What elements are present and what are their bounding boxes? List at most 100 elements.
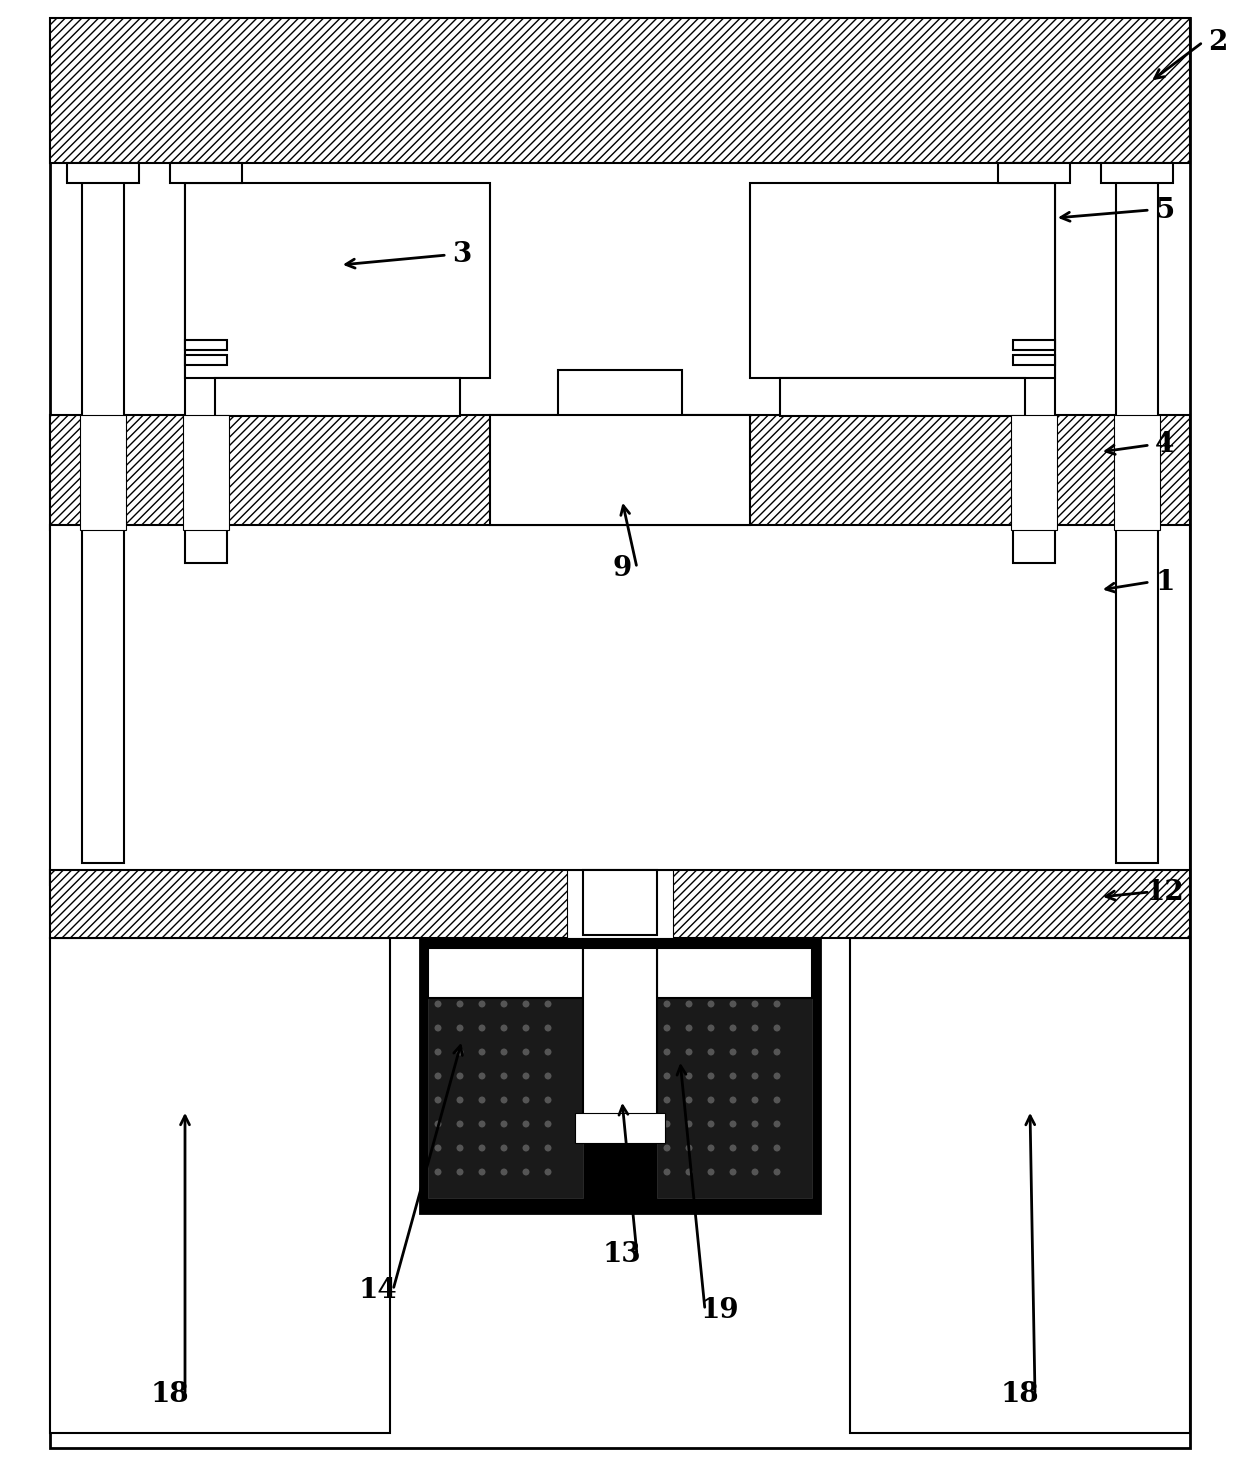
Bar xyxy=(657,949,812,999)
Bar xyxy=(50,415,1190,530)
Circle shape xyxy=(708,1096,714,1103)
Text: 1: 1 xyxy=(1156,569,1174,595)
Bar xyxy=(567,871,673,938)
Circle shape xyxy=(456,1145,464,1152)
Circle shape xyxy=(434,1025,441,1031)
Circle shape xyxy=(456,1049,464,1056)
Circle shape xyxy=(522,1049,529,1056)
Circle shape xyxy=(751,1168,759,1175)
Bar xyxy=(1114,415,1159,530)
Circle shape xyxy=(663,1145,671,1152)
Circle shape xyxy=(729,1168,737,1175)
Circle shape xyxy=(479,1121,486,1127)
Circle shape xyxy=(456,1168,464,1175)
Bar xyxy=(184,415,229,530)
Circle shape xyxy=(544,1168,552,1175)
Circle shape xyxy=(751,1000,759,1008)
Circle shape xyxy=(522,1025,529,1031)
Text: 18: 18 xyxy=(151,1382,190,1408)
Bar xyxy=(1101,164,1173,183)
Circle shape xyxy=(501,1025,507,1031)
Text: 2: 2 xyxy=(1208,28,1228,56)
Circle shape xyxy=(774,1025,780,1031)
Circle shape xyxy=(544,1025,552,1031)
Bar xyxy=(50,871,1190,938)
Bar xyxy=(558,370,682,420)
Circle shape xyxy=(686,1168,692,1175)
Circle shape xyxy=(522,1096,529,1103)
Circle shape xyxy=(708,1168,714,1175)
Circle shape xyxy=(751,1025,759,1031)
Circle shape xyxy=(708,1025,714,1031)
Circle shape xyxy=(434,1145,441,1152)
Circle shape xyxy=(774,1072,780,1080)
Circle shape xyxy=(456,1121,464,1127)
Circle shape xyxy=(456,1000,464,1008)
Text: 14: 14 xyxy=(358,1277,397,1304)
Circle shape xyxy=(686,1072,692,1080)
Circle shape xyxy=(663,1072,671,1080)
Bar xyxy=(428,949,583,999)
Circle shape xyxy=(663,1096,671,1103)
Circle shape xyxy=(708,1049,714,1056)
Circle shape xyxy=(663,1025,671,1031)
Circle shape xyxy=(479,1168,486,1175)
Bar xyxy=(50,524,1190,885)
Bar xyxy=(215,379,460,415)
Circle shape xyxy=(751,1121,759,1127)
Circle shape xyxy=(522,1000,529,1008)
Text: 3: 3 xyxy=(453,242,471,268)
Text: 5: 5 xyxy=(1156,196,1174,224)
Circle shape xyxy=(544,1000,552,1008)
Bar xyxy=(1116,164,1158,863)
Circle shape xyxy=(708,1145,714,1152)
Bar xyxy=(50,938,391,1433)
Circle shape xyxy=(456,1096,464,1103)
Circle shape xyxy=(501,1072,507,1080)
Circle shape xyxy=(751,1049,759,1056)
Bar xyxy=(185,183,490,379)
Bar xyxy=(50,18,1190,164)
Circle shape xyxy=(729,1145,737,1152)
Bar xyxy=(583,949,657,1143)
Bar xyxy=(849,938,1190,1433)
Circle shape xyxy=(501,1000,507,1008)
Circle shape xyxy=(544,1096,552,1103)
Circle shape xyxy=(774,1168,780,1175)
Circle shape xyxy=(434,1049,441,1056)
Circle shape xyxy=(544,1121,552,1127)
Circle shape xyxy=(434,1121,441,1127)
Bar xyxy=(490,415,750,524)
Bar xyxy=(67,164,139,183)
Text: 9: 9 xyxy=(613,554,631,582)
Circle shape xyxy=(751,1072,759,1080)
Circle shape xyxy=(522,1072,529,1080)
Circle shape xyxy=(663,1168,671,1175)
Bar xyxy=(185,340,227,351)
Circle shape xyxy=(501,1145,507,1152)
Bar xyxy=(1013,340,1055,351)
Circle shape xyxy=(479,1025,486,1031)
Bar xyxy=(750,183,1055,379)
Circle shape xyxy=(479,1000,486,1008)
Bar xyxy=(170,164,242,183)
Circle shape xyxy=(544,1145,552,1152)
Circle shape xyxy=(686,1049,692,1056)
Circle shape xyxy=(686,1000,692,1008)
Circle shape xyxy=(774,1096,780,1103)
Circle shape xyxy=(434,1096,441,1103)
Circle shape xyxy=(544,1049,552,1056)
Circle shape xyxy=(663,1000,671,1008)
Circle shape xyxy=(479,1096,486,1103)
Circle shape xyxy=(522,1145,529,1152)
Bar xyxy=(185,164,227,563)
Circle shape xyxy=(501,1168,507,1175)
Bar xyxy=(1013,164,1055,563)
Bar xyxy=(82,164,124,863)
Bar xyxy=(998,164,1070,183)
Circle shape xyxy=(479,1072,486,1080)
Circle shape xyxy=(729,1000,737,1008)
Circle shape xyxy=(729,1025,737,1031)
Circle shape xyxy=(686,1121,692,1127)
Circle shape xyxy=(663,1049,671,1056)
